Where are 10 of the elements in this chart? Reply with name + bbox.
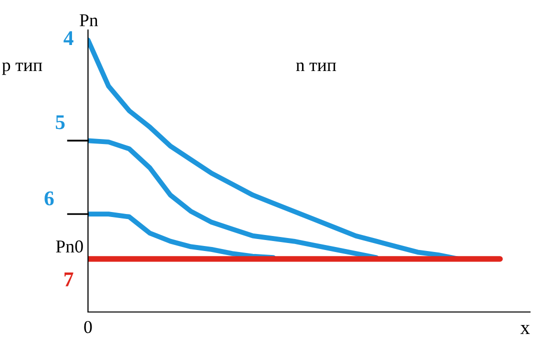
series-label: 7 <box>64 272 74 286</box>
annotation: n тип <box>296 62 336 71</box>
series-label: 4 <box>64 31 74 46</box>
text: 0 <box>84 320 92 334</box>
series-label: 6 <box>44 191 54 206</box>
series-label: 5 <box>56 115 65 130</box>
text: p тип <box>2 62 42 75</box>
text: Pn0 <box>56 240 83 253</box>
y-axis-title: Pn <box>80 14 98 26</box>
x-axis-title: x <box>520 325 530 334</box>
